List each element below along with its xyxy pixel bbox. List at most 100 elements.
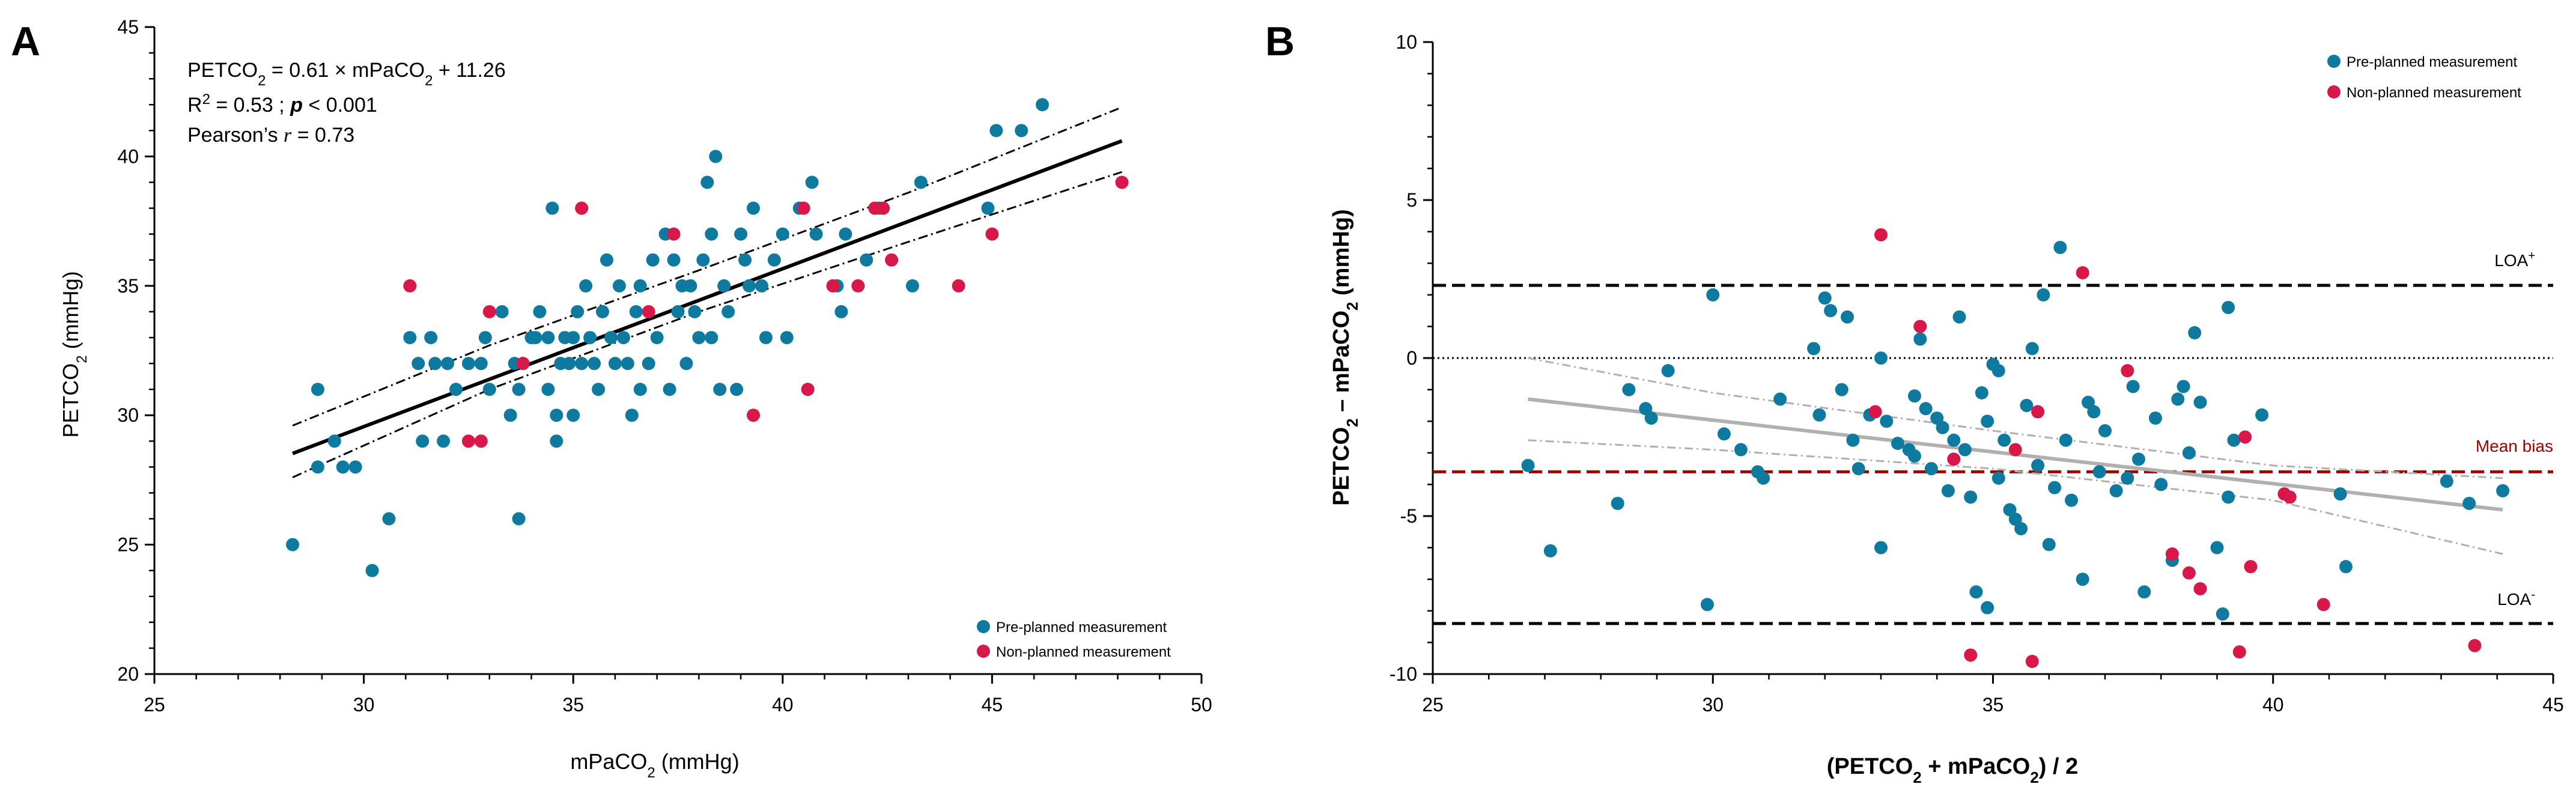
non-planned-point	[801, 383, 815, 397]
non-planned-point	[1947, 452, 1961, 466]
pre-planned-point	[1036, 98, 1050, 112]
pre-planned-point	[437, 434, 451, 448]
pre-planned-point	[642, 357, 655, 371]
loa-lower-label: LOA-	[2497, 588, 2535, 609]
pre-planned-point	[512, 512, 526, 526]
pre-planned-point	[2188, 326, 2202, 339]
pre-planned-point	[2210, 541, 2224, 555]
panel-b-letter: B	[1265, 19, 1295, 64]
pre-planned-point	[1846, 433, 1860, 447]
non-planned-point	[2165, 547, 2179, 561]
pre-planned-point	[633, 279, 647, 293]
pre-planned-point	[1734, 443, 1748, 457]
non-planned-point	[2076, 266, 2089, 279]
pre-planned-point	[2048, 481, 2062, 494]
pre-planned-point	[416, 434, 430, 448]
pre-planned-point	[612, 279, 626, 293]
non-planned-point	[985, 227, 999, 241]
pre-planned-point	[365, 564, 379, 577]
pre-planned-point	[679, 357, 693, 371]
pre-planned-point	[1958, 443, 1972, 457]
panel-b-legend: Pre-planned measurement Non-planned meas…	[2327, 54, 2521, 101]
non-planned-point	[2025, 654, 2039, 668]
trend-ci-upper	[1528, 357, 2503, 479]
non-planned-point	[797, 201, 810, 215]
legend-marker-non-planned	[977, 645, 990, 658]
pre-planned-point	[1824, 304, 1838, 318]
panel-b-y-ticks: -10 -5 0 5 10	[1390, 31, 1433, 685]
pre-planned-point	[1015, 124, 1028, 138]
pre-planned-point	[2053, 240, 2067, 254]
pre-planned-point	[571, 305, 585, 318]
non-planned-point	[2031, 405, 2045, 419]
pre-planned-point	[2182, 446, 2196, 460]
pre-planned-point	[713, 383, 727, 397]
pre-planned-point	[1807, 342, 1821, 356]
legend-label-non-planned: Non-planned measurement	[996, 644, 1171, 660]
pre-planned-point	[441, 357, 455, 371]
pre-planned-point	[592, 383, 606, 397]
pre-planned-point	[1919, 402, 1933, 416]
panel-b-x-axis-label: (PETCO2 + mPaCO2) / 2	[1827, 754, 2079, 786]
pre-planned-point	[700, 175, 714, 189]
x-tick-label: 35	[1982, 694, 2004, 716]
pre-planned-point	[1661, 364, 1675, 378]
y-tick-label: 10	[1396, 31, 1417, 53]
pre-planned-point	[1818, 291, 1832, 305]
pre-planned-point	[717, 279, 731, 293]
non-planned-point	[2121, 364, 2134, 378]
regression-line	[292, 139, 1123, 455]
pre-planned-point	[2222, 490, 2235, 504]
pre-planned-point	[646, 253, 660, 267]
pre-planned-point	[2020, 398, 2034, 412]
pre-planned-point	[834, 305, 848, 318]
pre-planned-point	[1706, 288, 1720, 302]
x-tick-label: 35	[562, 694, 584, 716]
pre-planned-point	[2059, 433, 2073, 447]
pre-planned-point	[696, 253, 710, 267]
x-tick-label: 25	[1422, 694, 1444, 716]
pre-planned-point	[2014, 522, 2028, 536]
pre-planned-point	[348, 460, 362, 474]
x-tick-label: 40	[772, 694, 794, 716]
non-planned-point	[474, 434, 488, 448]
pre-planned-point	[2025, 342, 2039, 356]
panel-a-x-axis-label: mPaCO2 (mmHg)	[570, 749, 739, 781]
pre-planned-point	[1852, 462, 1865, 476]
non-planned-point	[2193, 582, 2207, 595]
pre-planned-point	[2037, 288, 2050, 302]
pre-planned-point	[1952, 310, 1966, 324]
non-planned-point	[1913, 320, 1927, 333]
pre-planned-point	[1991, 471, 2005, 485]
pre-planned-point	[2227, 433, 2241, 447]
y-tick-label: 0	[1406, 347, 1417, 369]
pre-planned-point	[1717, 427, 1731, 441]
pre-planned-point	[755, 279, 768, 293]
pre-planned-point	[567, 330, 580, 344]
pre-planned-point	[1981, 601, 1994, 615]
pre-planned-point	[667, 253, 681, 267]
pre-planned-point	[474, 357, 488, 371]
non-planned-point	[2283, 490, 2297, 504]
pre-planned-point	[1874, 541, 1888, 555]
non-planned-point	[461, 434, 475, 448]
non-planned-point	[642, 305, 655, 318]
panel-b-y-axis-label: PETCO2 – mPaCO2 (mmHg)	[1329, 209, 1361, 505]
pre-planned-point	[2171, 392, 2185, 406]
trend-ci-lower	[1528, 439, 2503, 555]
pre-planned-point	[311, 460, 324, 474]
pre-planned-point	[529, 330, 542, 344]
ci-lower-line	[292, 171, 1122, 478]
legend-label-pre-planned: Pre-planned measurement	[2347, 54, 2517, 70]
non-planned-point	[851, 279, 865, 293]
pre-planned-point	[633, 383, 647, 397]
pre-planned-point	[809, 227, 823, 241]
pre-planned-point	[767, 253, 781, 267]
pre-planned-point	[1924, 462, 1938, 476]
pre-planned-point	[562, 357, 576, 371]
pre-planned-point	[2148, 411, 2162, 425]
pre-planned-point	[2339, 560, 2353, 574]
non-planned-point	[2008, 443, 2022, 457]
pre-planned-point	[1841, 310, 1855, 324]
